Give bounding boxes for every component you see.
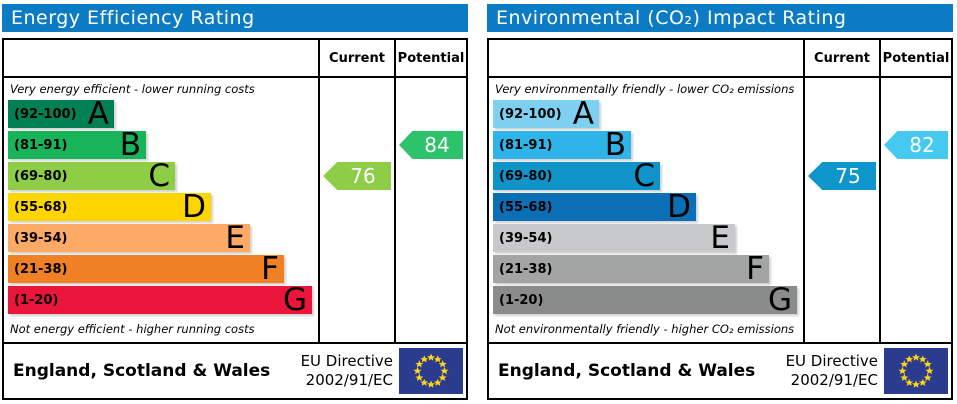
environmental-chart-body: Very environmentally friendly - lower CO… <box>489 78 951 342</box>
band-letter: B <box>604 127 626 163</box>
band-range-label: (21-38) <box>499 261 553 277</box>
rating-band-c: (69-80) C <box>493 158 660 194</box>
rating-band-d: (55-68) D <box>8 189 211 225</box>
rating-band-a: (92-100) A <box>493 96 599 132</box>
current-column-header: Current <box>318 40 394 76</box>
energy-caption-bottom: Not energy efficient - higher running co… <box>10 322 255 336</box>
band-range-label: (81-91) <box>499 137 553 153</box>
band-letter: F <box>746 251 764 287</box>
environmental-potential-value: 82 <box>909 133 935 157</box>
environmental-potential-rating-arrow: 82 <box>884 131 948 159</box>
environmental-caption-bottom: Not environmentally friendly - higher CO… <box>495 322 795 336</box>
environmental-impact-panel: Environmental (CO₂) Impact Rating Curren… <box>487 4 953 400</box>
rating-band-g: (1-20) G <box>8 282 312 318</box>
band-letter: D <box>182 189 206 225</box>
band-letter: E <box>710 220 730 256</box>
environmental-caption-top: Very environmentally friendly - lower CO… <box>495 82 795 96</box>
environmental-current-rating-arrow: 75 <box>808 162 876 190</box>
energy-bands: (92-100) A (81-91) B (69-80) C (55-68) D (39-54)… <box>4 96 318 318</box>
eu-flag-icon <box>399 348 463 394</box>
energy-table-header-row: Current Potential <box>4 40 466 78</box>
energy-panel-title: Energy Efficiency Rating <box>2 4 468 32</box>
band-letter: E <box>225 220 245 256</box>
environmental-bands: (92-100) A (81-91) B (69-80) C (55-68) D (39-54)… <box>489 96 803 318</box>
energy-efficiency-panel: Energy Efficiency Rating Current Potenti… <box>2 4 468 400</box>
environmental-current-value: 75 <box>835 164 861 188</box>
band-range-label: (69-80) <box>14 168 68 184</box>
region-label: England, Scotland & Wales <box>13 361 271 381</box>
energy-current-column: 76 <box>318 78 394 342</box>
band-range-label: (81-91) <box>14 137 68 153</box>
rating-band-e: (39-54) E <box>8 220 250 256</box>
eu-flag-icon <box>884 348 948 394</box>
rating-band-f: (21-38) F <box>493 251 769 287</box>
band-range-label: (55-68) <box>14 199 68 215</box>
region-label: England, Scotland & Wales <box>498 361 756 381</box>
energy-footer: England, Scotland & Wales EU Directive 2… <box>4 342 466 398</box>
energy-caption-top: Very energy efficient - lower running co… <box>10 82 255 96</box>
rating-band-f: (21-38) F <box>8 251 284 287</box>
energy-band-area: Very energy efficient - lower running co… <box>4 78 318 342</box>
band-range-label: (92-100) <box>499 106 562 122</box>
rating-band-b: (81-91) B <box>493 127 631 163</box>
rating-band-a: (92-100) A <box>8 96 114 132</box>
band-range-label: (92-100) <box>14 106 77 122</box>
eu-directive-label: EU Directive 2002/91/EC <box>785 351 878 390</box>
rating-band-g: (1-20) G <box>493 282 797 318</box>
band-range-label: (1-20) <box>499 292 544 308</box>
energy-current-rating-arrow: 76 <box>323 162 391 190</box>
band-range-label: (39-54) <box>14 230 68 246</box>
environmental-rating-table: Current Potential Very environmentally f… <box>487 38 953 400</box>
band-letter: G <box>767 282 792 318</box>
environmental-current-column: 75 <box>803 78 879 342</box>
band-range-label: (39-54) <box>499 230 553 246</box>
band-letter: G <box>282 282 307 318</box>
environmental-table-header-row: Current Potential <box>489 40 951 78</box>
rating-band-d: (55-68) D <box>493 189 696 225</box>
band-letter: A <box>572 96 594 132</box>
header-spacer <box>489 40 803 76</box>
band-range-label: (55-68) <box>499 199 553 215</box>
environmental-band-area: Very environmentally friendly - lower CO… <box>489 78 803 342</box>
band-letter: B <box>119 127 141 163</box>
rating-band-b: (81-91) B <box>8 127 146 163</box>
eu-directive-label: EU Directive 2002/91/EC <box>300 351 393 390</box>
header-spacer <box>4 40 318 76</box>
potential-column-header: Potential <box>394 40 466 76</box>
environmental-footer: England, Scotland & Wales EU Directive 2… <box>489 342 951 398</box>
band-letter: C <box>633 158 655 194</box>
energy-current-value: 76 <box>350 164 376 188</box>
band-range-label: (1-20) <box>14 292 59 308</box>
energy-potential-column: 84 <box>394 78 466 342</box>
environmental-panel-title: Environmental (CO₂) Impact Rating <box>487 4 953 32</box>
band-letter: D <box>667 189 691 225</box>
energy-potential-value: 84 <box>424 133 450 157</box>
environmental-potential-column: 82 <box>879 78 951 342</box>
rating-band-c: (69-80) C <box>8 158 175 194</box>
band-range-label: (21-38) <box>14 261 68 277</box>
band-letter: A <box>87 96 109 132</box>
band-letter: C <box>148 158 170 194</box>
energy-potential-rating-arrow: 84 <box>399 131 463 159</box>
energy-rating-table: Current Potential Very energy efficient … <box>2 38 468 400</box>
band-range-label: (69-80) <box>499 168 553 184</box>
band-letter: F <box>261 251 279 287</box>
energy-chart-body: Very energy efficient - lower running co… <box>4 78 466 342</box>
current-column-header: Current <box>803 40 879 76</box>
rating-band-e: (39-54) E <box>493 220 735 256</box>
potential-column-header: Potential <box>879 40 951 76</box>
